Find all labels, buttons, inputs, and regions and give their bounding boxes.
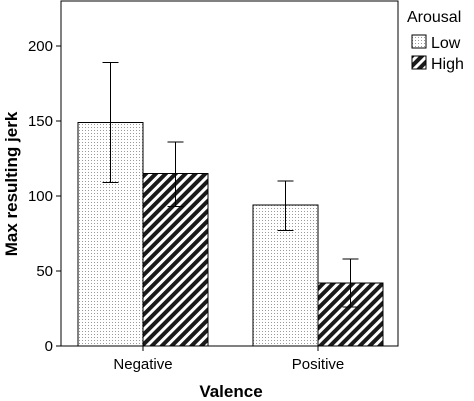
error-bar-positive-low <box>277 180 294 231</box>
x-tick-label-negative: Negative <box>113 356 172 373</box>
legend-swatch-low <box>411 34 427 49</box>
y-tick-label: 200 <box>28 38 53 55</box>
y-tick-label: 150 <box>28 113 53 130</box>
legend: Arousal Low High <box>407 9 464 73</box>
error-bar-negative-low <box>102 62 119 183</box>
error-bar-negative-high <box>167 141 184 207</box>
bar-positive-high <box>317 282 384 347</box>
y-tick-label: 0 <box>45 338 53 355</box>
legend-title: Arousal <box>407 9 461 26</box>
legend-label-high: High <box>431 56 464 73</box>
x-tick-label-positive: Positive <box>292 356 345 373</box>
y-axis-title: Max resulting jerk <box>2 111 21 256</box>
legend-swatch-high <box>411 55 427 70</box>
error-bar-positive-high <box>342 258 359 308</box>
x-axis-title: Valence <box>199 382 262 401</box>
y-tick-label: 100 <box>28 188 53 205</box>
legend-label-low: Low <box>431 35 461 52</box>
y-tick-label: 50 <box>36 263 53 280</box>
